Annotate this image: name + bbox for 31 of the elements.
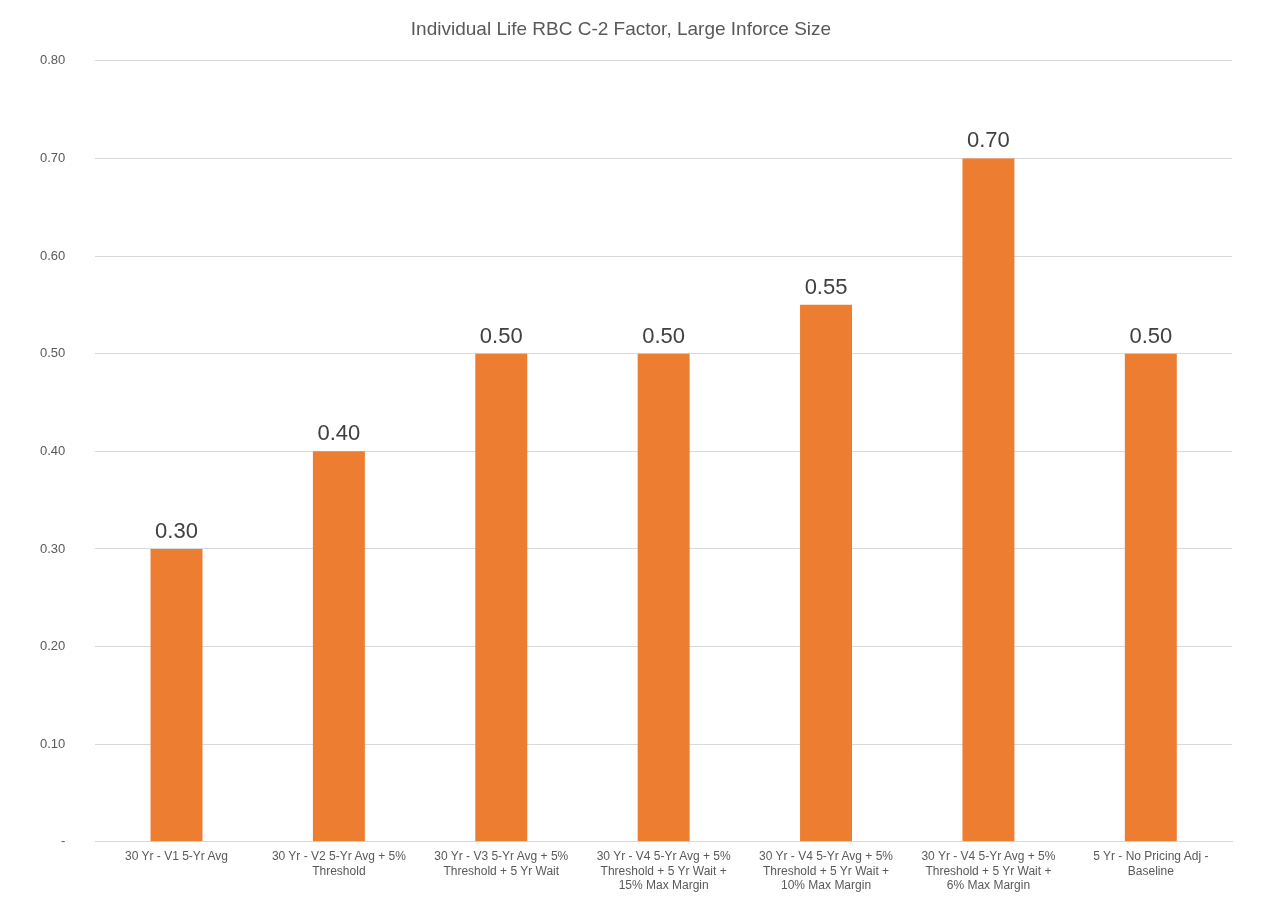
x-tick-label: 30 Yr - V2 5-Yr Avg + 5% Threshold: [271, 849, 407, 878]
y-tick-label: -: [60, 833, 66, 849]
bar: [475, 353, 528, 842]
bar: [150, 548, 203, 842]
x-tick-label: 30 Yr - V4 5-Yr Avg + 5% Threshold + 5 Yr Wait + 15% Max Margin: [596, 849, 731, 893]
data-label: 0.30: [155, 517, 198, 543]
data-label: 0.40: [317, 420, 361, 446]
data-label: 0.50: [642, 322, 686, 348]
x-tick-label: 30 Yr - V1 5-Yr Avg: [125, 849, 228, 864]
y-tick-label: 0.10: [39, 735, 66, 751]
y-tick-label: 0.70: [39, 150, 66, 165]
data-label: 0.50: [1129, 322, 1173, 348]
data-label: 0.70: [967, 127, 1010, 153]
data-label: 0.55: [804, 273, 848, 299]
x-tick-label: 30 Yr - V4 5-Yr Avg + 5% Threshold + 5 Yr Wait + 10% Max Margin: [759, 849, 894, 893]
x-tick-label: 30 Yr - V3 5-Yr Avg + 5% Threshold + 5 Yr Wait: [434, 849, 569, 878]
y-tick-label: 0.20: [39, 638, 66, 654]
bar: [312, 451, 365, 842]
x-tick-label: 30 Yr - V4 5-Yr Avg + 5% Threshold + 5 Yr Wait + 6% Max Margin: [921, 849, 1056, 893]
bar: [637, 353, 690, 842]
bar: [1124, 353, 1177, 842]
bar: [800, 304, 853, 842]
y-tick-label: 0.80: [39, 52, 66, 68]
chart-title: Individual Life RBC C-2 Factor, Large Inforce Size: [410, 17, 832, 39]
y-tick-label: 0.40: [39, 442, 66, 458]
bar: [962, 158, 1015, 842]
y-tick-label: 0.50: [39, 345, 66, 361]
data-label: 0.50: [479, 322, 523, 348]
y-tick-label: 0.60: [39, 247, 66, 263]
x-tick-label: 5 Yr - No Pricing Adj - Baseline: [1093, 849, 1209, 878]
y-tick-label: 0.30: [39, 540, 66, 556]
